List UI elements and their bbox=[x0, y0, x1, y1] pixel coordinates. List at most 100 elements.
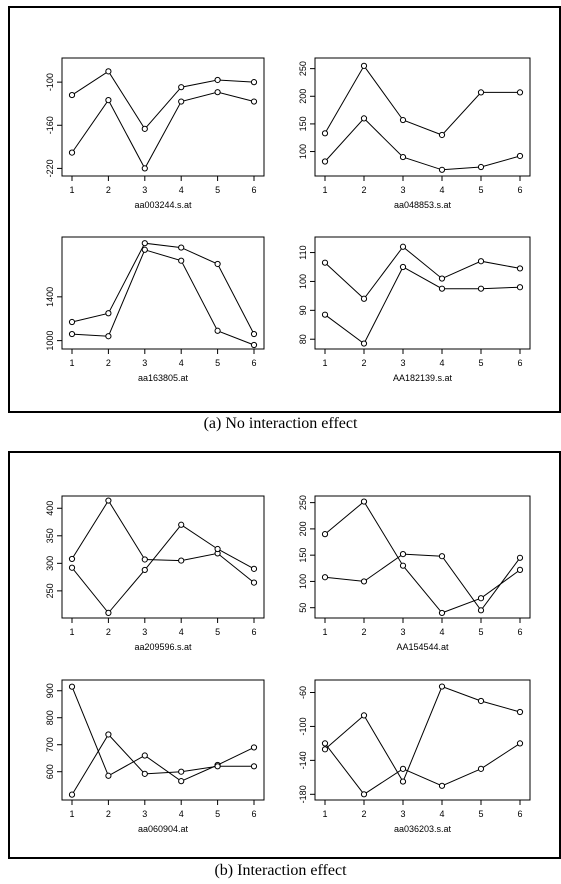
y-tick-label: -180 bbox=[298, 785, 308, 803]
data-point bbox=[360, 791, 368, 798]
data-point bbox=[438, 683, 446, 690]
data-point bbox=[438, 782, 446, 789]
data-point bbox=[399, 116, 407, 124]
data-point bbox=[399, 153, 407, 161]
x-axis-label: aa003244.s.at bbox=[134, 200, 192, 210]
data-point bbox=[250, 579, 258, 586]
x-tick-label: 1 bbox=[322, 185, 327, 195]
chart-7: 1 2 3 4 5 6 600 700 800 900 aa060904.at bbox=[45, 679, 265, 834]
series-line-1 bbox=[324, 246, 521, 300]
x-axis-label: aa036203.s.at bbox=[394, 824, 452, 834]
data-point bbox=[141, 246, 148, 253]
x-tick-label: 4 bbox=[439, 185, 444, 195]
series-line-1 bbox=[324, 64, 520, 136]
data-point bbox=[516, 284, 524, 291]
data-point bbox=[438, 166, 446, 173]
data-point bbox=[141, 752, 148, 759]
plot-box bbox=[61, 495, 265, 619]
x-tick-label: 5 bbox=[215, 627, 220, 637]
data-point bbox=[360, 578, 368, 585]
x-tick-label: 1 bbox=[69, 809, 74, 819]
y-tick-label: 250 bbox=[298, 495, 308, 510]
y-tick-label: 80 bbox=[298, 334, 308, 344]
y-tick-label: 100 bbox=[298, 274, 308, 289]
data-point bbox=[360, 295, 368, 302]
y-tick-label: 250 bbox=[45, 583, 55, 598]
x-tick-label: 6 bbox=[517, 809, 522, 819]
data-point bbox=[438, 275, 446, 282]
data-point bbox=[321, 740, 329, 747]
data-point bbox=[399, 765, 407, 772]
data-point bbox=[141, 125, 148, 132]
data-point bbox=[360, 498, 368, 505]
data-point bbox=[360, 62, 368, 69]
chart-3: 1 2 3 4 5 6 1000 1400 aa163805.at bbox=[45, 236, 265, 383]
data-point bbox=[438, 131, 446, 139]
x-tick-label: 3 bbox=[400, 358, 405, 368]
y-tick-label: -100 bbox=[298, 717, 308, 735]
x-tick-label: 4 bbox=[179, 809, 184, 819]
plot-box bbox=[61, 236, 265, 350]
series-line-2 bbox=[324, 266, 521, 345]
data-point bbox=[214, 545, 221, 553]
x-tick-label: 2 bbox=[106, 809, 111, 819]
y-tick-label: 800 bbox=[45, 710, 55, 725]
data-point bbox=[516, 152, 524, 160]
data-point bbox=[438, 609, 446, 617]
data-point bbox=[477, 595, 485, 602]
x-tick-label: 2 bbox=[361, 358, 366, 368]
data-point bbox=[250, 341, 258, 349]
y-tick-label: -220 bbox=[45, 159, 55, 177]
x-tick-label: 1 bbox=[322, 627, 327, 637]
data-point bbox=[360, 340, 368, 347]
x-tick-label: 2 bbox=[106, 185, 111, 195]
panel-frame-a bbox=[8, 6, 561, 413]
series-line-2 bbox=[71, 249, 255, 346]
data-point bbox=[68, 330, 76, 338]
chart-5: 1 2 3 4 5 6 250 300 350 400 aa209596.s.at bbox=[45, 495, 265, 652]
x-axis-label: AA182139.s.at bbox=[393, 373, 453, 383]
x-tick-label: 4 bbox=[439, 809, 444, 819]
plot-box bbox=[314, 679, 531, 801]
data-point bbox=[178, 84, 185, 91]
data-point bbox=[141, 556, 148, 563]
series-line-1 bbox=[71, 70, 255, 130]
data-point bbox=[105, 731, 112, 738]
x-tick-label: 6 bbox=[517, 358, 522, 368]
x-tick-label: 1 bbox=[322, 358, 327, 368]
data-point bbox=[214, 763, 221, 770]
y-tick-label: 200 bbox=[298, 521, 308, 536]
data-point bbox=[516, 554, 524, 561]
y-tick-label: 900 bbox=[45, 683, 55, 698]
x-tick-label: 2 bbox=[361, 627, 366, 637]
y-tick-label: -140 bbox=[298, 751, 308, 769]
x-tick-label: 6 bbox=[251, 809, 256, 819]
x-tick-label: 4 bbox=[179, 185, 184, 195]
data-point bbox=[178, 521, 185, 528]
series-line-2 bbox=[324, 742, 521, 795]
data-point bbox=[250, 79, 258, 86]
data-point bbox=[477, 163, 485, 171]
chart-4: 1 2 3 4 5 6 80 90 100 110 AA182139.s.at bbox=[298, 236, 531, 383]
plot-box bbox=[61, 57, 265, 177]
panel-frame-b bbox=[8, 451, 561, 859]
data-point bbox=[105, 310, 112, 317]
data-point bbox=[250, 565, 258, 572]
x-tick-label: 2 bbox=[361, 185, 366, 195]
data-point bbox=[399, 551, 407, 558]
data-point bbox=[214, 76, 221, 84]
data-point bbox=[321, 531, 329, 538]
series-line-2 bbox=[324, 553, 521, 612]
data-point bbox=[360, 712, 368, 719]
data-point bbox=[178, 244, 185, 251]
y-tick-label: 250 bbox=[298, 61, 308, 76]
data-point bbox=[516, 708, 524, 716]
data-point bbox=[321, 259, 329, 266]
x-tick-label: 5 bbox=[215, 185, 220, 195]
plot-box bbox=[61, 679, 265, 801]
y-tick-label: 90 bbox=[298, 305, 308, 315]
x-tick-label: 3 bbox=[400, 809, 405, 819]
y-tick-label: -100 bbox=[45, 73, 55, 91]
series-line-1 bbox=[324, 685, 521, 783]
